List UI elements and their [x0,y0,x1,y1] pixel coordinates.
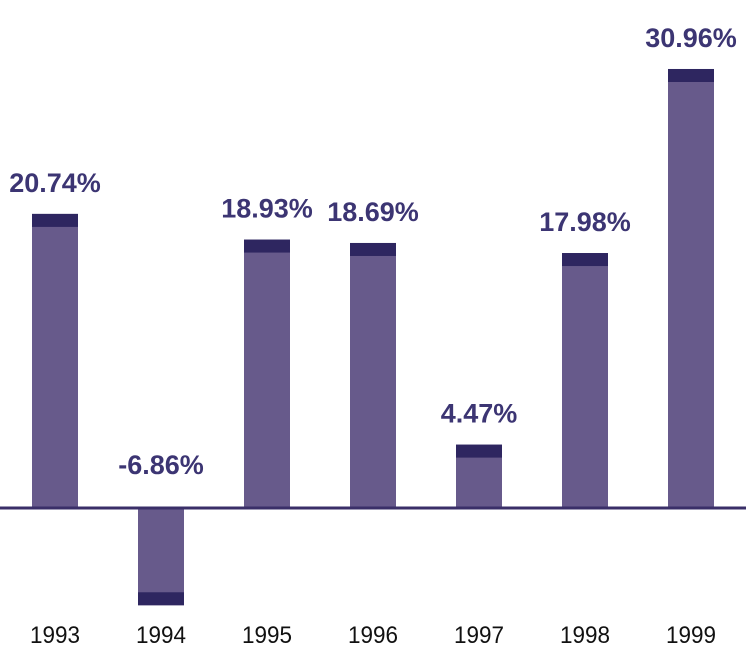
x-tick-label-1994: 1994 [136,622,186,649]
value-label-1994: -6.86% [118,450,204,480]
bar-1999 [668,68,714,509]
bar-1996 [350,242,396,508]
bar-cap-1994 [138,592,184,606]
x-tick-label-1993: 1993 [30,622,80,649]
bar-cap-1998 [562,253,608,267]
x-tick-labels-group: 1993 1994 1995 1996 1997 1998 1999 [30,622,716,649]
bar-1998 [562,253,608,508]
x-tick-label-1997: 1997 [454,622,504,649]
bar-cap-1996 [350,242,396,256]
value-label-1996: 18.69% [327,197,419,227]
bar-1995 [244,239,290,508]
value-label-1995: 18.93% [221,194,313,224]
bars-group [32,68,714,606]
x-tick-label-1999: 1999 [666,622,716,649]
bar-cap-1995 [244,239,290,253]
bar-cap-1993 [32,213,78,227]
x-tick-label-1996: 1996 [348,622,398,649]
x-tick-label-1998: 1998 [560,622,610,649]
x-tick-label-1995: 1995 [242,622,292,649]
bar-1993 [32,213,78,508]
value-label-1997: 4.47% [441,399,518,429]
value-labels-group: 20.74% -6.86% 18.93% 18.69% 4.47% 17.98% 30.96… [9,23,737,480]
bar-cap-1997 [456,444,502,458]
value-label-1999: 30.96% [645,23,737,53]
bar-cap-1999 [668,68,714,82]
value-label-1998: 17.98% [539,207,631,237]
bar-1994 [138,508,184,606]
value-label-1993: 20.74% [9,168,101,198]
